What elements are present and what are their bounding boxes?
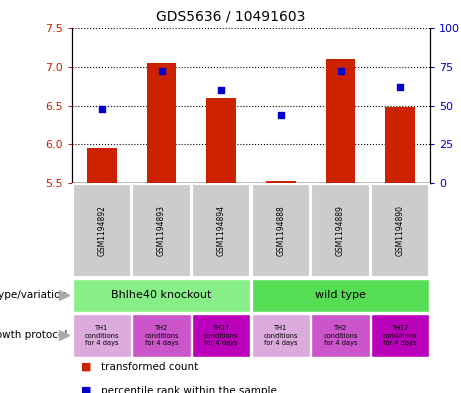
Bar bbox=[252, 314, 310, 357]
Bar bbox=[147, 63, 177, 183]
Text: percentile rank within the sample: percentile rank within the sample bbox=[100, 386, 277, 393]
Bar bbox=[371, 184, 429, 277]
Bar bbox=[132, 314, 191, 357]
Bar bbox=[266, 182, 296, 183]
Text: growth protocol: growth protocol bbox=[0, 331, 67, 340]
Bar bbox=[72, 279, 250, 312]
Bar bbox=[311, 184, 370, 277]
Text: GSM1194890: GSM1194890 bbox=[396, 205, 405, 256]
Bar bbox=[325, 59, 355, 183]
Point bbox=[218, 87, 225, 93]
Point bbox=[277, 112, 284, 118]
Text: ■: ■ bbox=[81, 362, 92, 372]
Text: genotype/variation: genotype/variation bbox=[0, 290, 67, 301]
Bar bbox=[192, 184, 250, 277]
Bar bbox=[87, 148, 117, 183]
Bar bbox=[192, 314, 250, 357]
Text: GDS5636 / 10491603: GDS5636 / 10491603 bbox=[156, 10, 305, 24]
Text: GSM1194894: GSM1194894 bbox=[217, 205, 226, 256]
Bar bbox=[311, 314, 370, 357]
Point bbox=[98, 105, 106, 112]
Polygon shape bbox=[59, 291, 70, 300]
Point bbox=[337, 68, 344, 75]
Bar bbox=[206, 98, 236, 183]
Bar bbox=[385, 107, 415, 183]
Text: ■: ■ bbox=[81, 386, 92, 393]
Bar bbox=[252, 184, 310, 277]
Text: GSM1194893: GSM1194893 bbox=[157, 205, 166, 256]
Text: TH1
conditions
for 4 days: TH1 conditions for 4 days bbox=[264, 325, 298, 345]
Text: TH2
conditions
for 4 days: TH2 conditions for 4 days bbox=[323, 325, 358, 345]
Point bbox=[396, 84, 404, 90]
Bar bbox=[72, 184, 131, 277]
Text: GSM1194889: GSM1194889 bbox=[336, 205, 345, 256]
Text: GSM1194892: GSM1194892 bbox=[97, 205, 106, 256]
Text: TH17
conditions
for 4 days: TH17 conditions for 4 days bbox=[204, 325, 238, 345]
Text: TH1
conditions
for 4 days: TH1 conditions for 4 days bbox=[84, 325, 119, 345]
Text: wild type: wild type bbox=[315, 290, 366, 301]
Bar bbox=[252, 279, 429, 312]
Bar bbox=[132, 184, 191, 277]
Bar bbox=[72, 314, 131, 357]
Point bbox=[158, 68, 165, 75]
Text: transformed count: transformed count bbox=[100, 362, 198, 372]
Text: TH2
conditions
for 4 days: TH2 conditions for 4 days bbox=[144, 325, 179, 345]
Bar bbox=[371, 314, 429, 357]
Polygon shape bbox=[59, 331, 70, 340]
Text: TH17
conditions
for 4 days: TH17 conditions for 4 days bbox=[383, 325, 417, 345]
Text: Bhlhe40 knockout: Bhlhe40 knockout bbox=[111, 290, 212, 301]
Text: GSM1194888: GSM1194888 bbox=[276, 205, 285, 256]
